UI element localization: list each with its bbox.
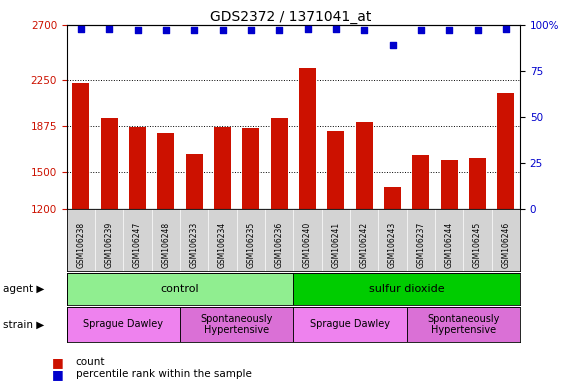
Text: GSM106248: GSM106248 xyxy=(162,222,170,268)
Bar xyxy=(242,128,259,209)
Text: Sprague Dawley: Sprague Dawley xyxy=(84,319,163,329)
Bar xyxy=(413,155,429,209)
Text: GSM106240: GSM106240 xyxy=(303,222,312,268)
Text: GSM106242: GSM106242 xyxy=(360,222,369,268)
Point xyxy=(162,27,171,33)
Text: GSM106247: GSM106247 xyxy=(133,222,142,268)
Text: GSM106245: GSM106245 xyxy=(473,222,482,268)
Text: GSM106235: GSM106235 xyxy=(246,222,256,268)
Bar xyxy=(214,127,231,209)
Bar xyxy=(180,307,293,342)
Text: agent ▶: agent ▶ xyxy=(3,284,44,294)
Bar xyxy=(299,68,316,209)
Bar xyxy=(129,127,146,209)
Bar xyxy=(73,83,89,209)
Text: strain ▶: strain ▶ xyxy=(3,319,44,329)
Bar xyxy=(293,273,520,305)
Bar xyxy=(157,133,174,209)
Point xyxy=(246,27,256,33)
Point xyxy=(76,26,85,32)
Bar xyxy=(497,93,514,209)
Bar xyxy=(293,307,407,342)
Point xyxy=(473,27,482,33)
Text: ■: ■ xyxy=(52,356,64,369)
Point xyxy=(303,26,312,32)
Text: Spontaneously
Hypertensive: Spontaneously Hypertensive xyxy=(200,314,273,335)
Text: GSM106238: GSM106238 xyxy=(77,222,85,268)
Text: Sprague Dawley: Sprague Dawley xyxy=(310,319,390,329)
Bar xyxy=(469,158,486,209)
Point xyxy=(133,27,142,33)
Point xyxy=(360,27,369,33)
Text: GSM106236: GSM106236 xyxy=(275,222,284,268)
Text: GSM106233: GSM106233 xyxy=(190,222,199,268)
Bar xyxy=(101,118,118,209)
Text: Spontaneously
Hypertensive: Spontaneously Hypertensive xyxy=(427,314,500,335)
Point xyxy=(444,27,454,33)
Point xyxy=(501,26,511,32)
Text: GSM106237: GSM106237 xyxy=(417,222,425,268)
Text: ■: ■ xyxy=(52,368,64,381)
Text: GSM106241: GSM106241 xyxy=(331,222,340,268)
Text: GSM106243: GSM106243 xyxy=(388,222,397,268)
Text: GSM106239: GSM106239 xyxy=(105,222,114,268)
Text: GSM106246: GSM106246 xyxy=(501,222,510,268)
Point xyxy=(218,27,227,33)
Bar xyxy=(384,187,401,209)
Point xyxy=(388,42,397,48)
Bar xyxy=(67,273,293,305)
Text: count: count xyxy=(76,357,105,367)
Point xyxy=(105,26,114,32)
Bar xyxy=(271,118,288,209)
Text: GDS2372 / 1371041_at: GDS2372 / 1371041_at xyxy=(210,10,371,23)
Bar xyxy=(328,131,345,209)
Text: GSM106244: GSM106244 xyxy=(444,222,454,268)
Text: sulfur dioxide: sulfur dioxide xyxy=(369,284,444,294)
Point xyxy=(189,27,199,33)
Text: control: control xyxy=(161,284,199,294)
Point xyxy=(331,26,340,32)
Text: percentile rank within the sample: percentile rank within the sample xyxy=(76,369,252,379)
Point xyxy=(416,27,425,33)
Bar xyxy=(407,307,520,342)
Point xyxy=(275,27,284,33)
Bar xyxy=(186,154,203,209)
Bar xyxy=(67,307,180,342)
Text: GSM106234: GSM106234 xyxy=(218,222,227,268)
Bar xyxy=(356,122,373,209)
Bar xyxy=(440,160,458,209)
